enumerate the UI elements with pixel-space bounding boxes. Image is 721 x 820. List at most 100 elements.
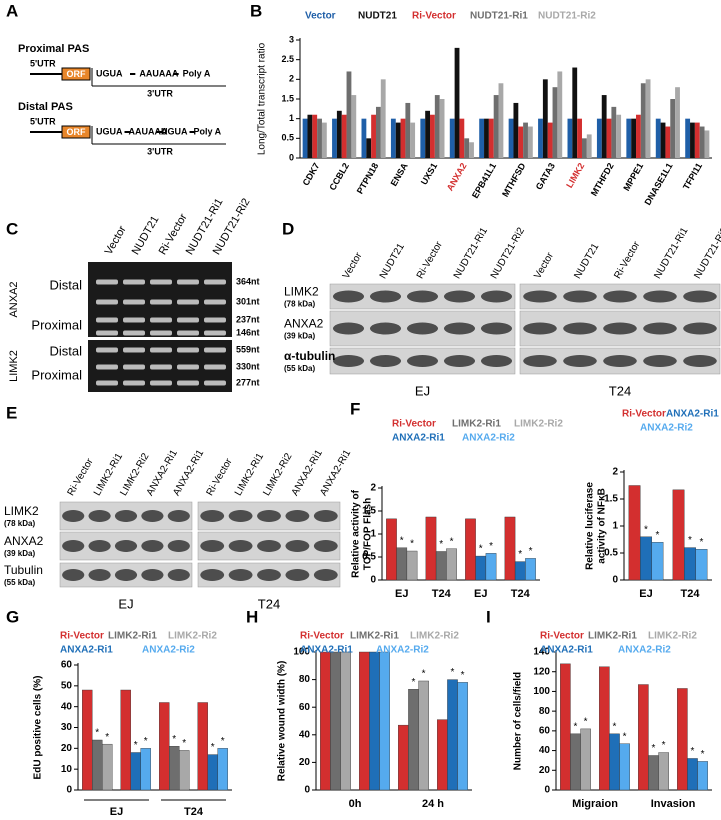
bar — [336, 110, 342, 158]
gel-band — [123, 279, 145, 285]
legend-label: Ri-Vector — [60, 631, 104, 642]
gel-band — [150, 364, 172, 370]
utr5-label: 5'UTR — [30, 58, 56, 68]
orf-label: ORF — [67, 127, 87, 137]
bar — [513, 102, 519, 158]
bar — [420, 118, 426, 158]
bar — [484, 118, 489, 158]
bar — [449, 118, 455, 158]
y-tick-label: 1 — [289, 113, 294, 123]
bar — [619, 743, 630, 791]
blot-band — [167, 510, 190, 522]
legend-label: Ri-Vector — [540, 631, 584, 642]
bar — [695, 549, 708, 581]
blot-band — [62, 540, 85, 552]
bar — [395, 122, 401, 158]
bar — [464, 138, 470, 158]
bar — [514, 561, 526, 581]
blot-band — [443, 290, 476, 303]
y-tick-label: 20 — [61, 743, 73, 754]
protein-size: (39 kDa) — [4, 549, 35, 558]
panel-label: F — [350, 399, 360, 418]
significance: * — [410, 539, 414, 550]
bar — [410, 122, 416, 158]
blot-band — [285, 510, 310, 522]
group-label: EJ — [110, 806, 123, 818]
bar — [527, 126, 533, 158]
bar — [169, 746, 180, 791]
y-tick-label: 2 — [612, 467, 618, 478]
gel-band — [150, 317, 172, 323]
bar — [538, 118, 543, 158]
bar — [437, 719, 448, 791]
gel-band — [96, 347, 118, 353]
panel-label: H — [246, 607, 258, 626]
bar — [504, 516, 516, 581]
gel-band — [204, 380, 226, 386]
y-axis-label: Relative luciferase — [585, 482, 596, 570]
legend-label: ANXA2-Ri1 — [300, 645, 353, 656]
x-tick-label: ANXA2 — [445, 161, 469, 192]
legend-label: Ri-Vector — [392, 419, 436, 430]
size-label: 330nt — [236, 361, 260, 371]
blot-band — [228, 540, 253, 552]
bar — [425, 516, 437, 581]
x-tick-label: EJ — [395, 588, 408, 600]
bar — [606, 118, 612, 158]
size-label: 146nt — [236, 327, 260, 337]
y-tick-label: 2 — [289, 74, 294, 84]
bar — [140, 748, 151, 791]
bar — [396, 547, 408, 581]
protein-name: LIMK2 — [284, 285, 319, 299]
motif: UGUA — [96, 126, 123, 136]
significance: * — [699, 537, 703, 548]
blot-band — [285, 569, 310, 581]
significance: * — [221, 736, 225, 747]
orf-box — [61, 67, 91, 81]
gel-band — [177, 330, 199, 336]
blot-band — [257, 540, 281, 552]
y-tick-label: 0 — [66, 785, 72, 796]
blot-band — [313, 540, 338, 552]
gel-band — [204, 299, 226, 305]
blot-band — [480, 355, 513, 367]
panel-label: A — [6, 1, 18, 20]
bar — [159, 702, 170, 791]
motif: AAUAAA — [129, 126, 168, 136]
bar — [405, 102, 411, 158]
gel-band — [150, 380, 172, 386]
gel-band — [123, 380, 145, 386]
significance: * — [688, 535, 692, 546]
bar — [447, 679, 458, 791]
significance: * — [623, 731, 627, 742]
bar — [638, 684, 649, 791]
y-tick-label: 60 — [61, 660, 73, 671]
significance: * — [400, 535, 404, 546]
bar — [351, 95, 357, 158]
y-axis-label: Relative activity of — [351, 489, 362, 577]
significance: * — [662, 740, 666, 751]
bar — [508, 118, 514, 158]
significance: * — [461, 670, 465, 681]
bar — [581, 138, 587, 158]
y-tick-label: 30 — [61, 722, 73, 733]
protein-name: α-tubulin — [284, 349, 335, 363]
lane-label: NUDT21-Ri1 — [652, 225, 690, 280]
size-label: 277nt — [236, 377, 260, 387]
gel-band — [177, 299, 199, 305]
blot-band — [228, 510, 253, 522]
cell-line: EJ — [415, 383, 430, 398]
blot-band — [332, 355, 365, 367]
legend-label: NUDT21-Ri1 — [470, 11, 528, 22]
bar — [302, 118, 308, 158]
bar — [690, 122, 695, 158]
bar — [552, 87, 558, 158]
gel-band — [123, 347, 145, 353]
bar — [459, 118, 465, 158]
bar — [82, 689, 93, 791]
y-axis-label: Number of cells/field — [513, 672, 524, 770]
motif: Poly A — [183, 68, 211, 78]
protein-size: (55 kDa) — [4, 578, 35, 587]
blot-band — [603, 290, 637, 303]
motif: Poly A — [194, 126, 222, 136]
